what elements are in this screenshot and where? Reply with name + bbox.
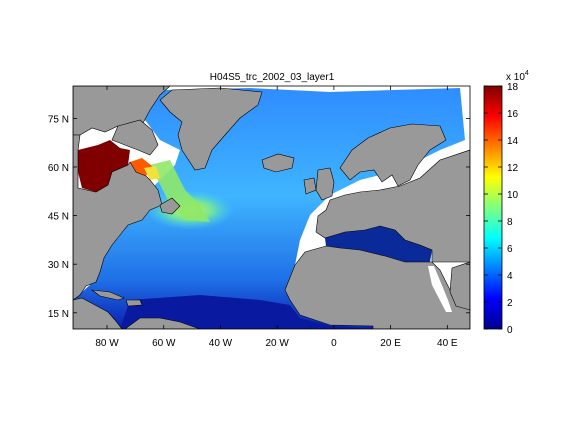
labrador-high: [150, 160, 210, 222]
colorbar-tick-label: 8: [507, 217, 513, 228]
newfoundland: [159, 197, 181, 215]
lat-tick-label: 30 N: [48, 260, 69, 271]
lon-tick-label: 80 W: [95, 338, 119, 349]
colorbar-tick-label: 14: [507, 136, 519, 147]
arabia: [449, 261, 470, 311]
lon-tick-label: 40 W: [209, 338, 233, 349]
longitude-axis: 80 W 60 W 40 W 20 W 0 20 E 40 E: [95, 86, 458, 349]
lon-tick-label: 20 W: [265, 338, 289, 349]
iceland: [261, 153, 295, 173]
red-sea: [428, 266, 452, 312]
lat-tick-label: 45 N: [48, 212, 69, 223]
map-panel: [73, 86, 470, 329]
ocean-deep-south: [120, 295, 373, 329]
lon-tick-label: 20 E: [380, 338, 401, 349]
latitude-axis: 75 N 60 N 45 N 30 N 15 N: [48, 114, 470, 320]
map-title: H04S5_trc_2002_03_layer1: [210, 72, 335, 83]
colorbar-tick-label: 12: [507, 163, 519, 174]
colorbar-ticks: 0 2 4 6 8 10 12 14 16 18: [484, 82, 519, 336]
colorbar-tick-label: 4: [507, 271, 513, 282]
lat-tick-label: 60 N: [48, 163, 69, 174]
lat-tick-label: 75 N: [48, 114, 69, 125]
colorbar-tick-label: 10: [507, 190, 519, 201]
lon-tick-label: 40 E: [437, 338, 458, 349]
colorbar-exponent-base: x 10: [506, 72, 525, 83]
mediterranean: [325, 226, 432, 262]
africa: [284, 245, 470, 329]
map-axes-frame: [72, 85, 471, 330]
colorbar-tick-label: 6: [507, 244, 513, 255]
lon-tick-label: 0: [331, 338, 337, 349]
north-america: [73, 134, 163, 301]
colorbar-tick-label: 16: [507, 109, 519, 120]
central-america: [73, 297, 123, 329]
colorbar-exponent-power: 4: [525, 70, 529, 77]
baffin-island: [111, 119, 159, 156]
lat-tick-label: 15 N: [48, 309, 69, 320]
colorbar-tick-label: 2: [507, 298, 513, 309]
colorbar-gradient: [483, 85, 503, 330]
hudson-strait-yellow: [144, 166, 160, 180]
colorbar-tick-label: 0: [507, 325, 513, 336]
greenland: [159, 87, 263, 171]
south-america: [124, 317, 201, 329]
hudson-bay-high: [78, 140, 130, 192]
scandinavia: [339, 123, 447, 187]
colorbar-tick-label: 18: [507, 82, 519, 93]
cuba: [90, 289, 125, 301]
lon-tick-label: 60 W: [152, 338, 176, 349]
ireland: [303, 177, 317, 195]
colorbar-exponent: x 104: [506, 70, 529, 83]
hispaniola: [125, 299, 143, 307]
europe: [315, 149, 470, 263]
